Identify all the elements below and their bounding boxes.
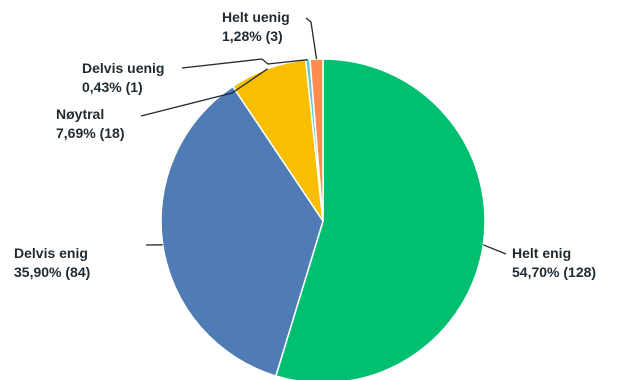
leader-line-helt-enig [482, 244, 507, 255]
label-noytral-name: Nøytral [56, 106, 104, 122]
pie-slice-helt-uenig [309, 58, 324, 222]
label-delvis-enig-name: Delvis enig [14, 245, 88, 261]
label-helt-uenig-name: Helt uenig [222, 9, 290, 25]
label-delvis-enig-value: 35,90% (84) [14, 264, 90, 280]
pie-slices [160, 58, 486, 380]
label-helt-enig-value: 54,70% (128) [512, 264, 596, 280]
slice-labels: Helt enig 54,70% (128) Delvis enig 35,90… [14, 9, 596, 280]
label-helt-uenig-value: 1,28% (3) [222, 28, 283, 44]
leader-lines [140, 17, 507, 255]
label-noytral-value: 7,69% (18) [56, 125, 124, 141]
leader-line-helt-uenig [305, 17, 318, 60]
leader-line-noytral [140, 68, 268, 117]
label-delvis-uenig-name: Delvis uenig [82, 60, 164, 76]
leader-line-delvis-uenig [181, 58, 308, 69]
pie-slice-delvis-enig [160, 85, 324, 377]
label-helt-enig-name: Helt enig [512, 245, 571, 261]
label-delvis-uenig-value: 0,43% (1) [82, 79, 143, 95]
